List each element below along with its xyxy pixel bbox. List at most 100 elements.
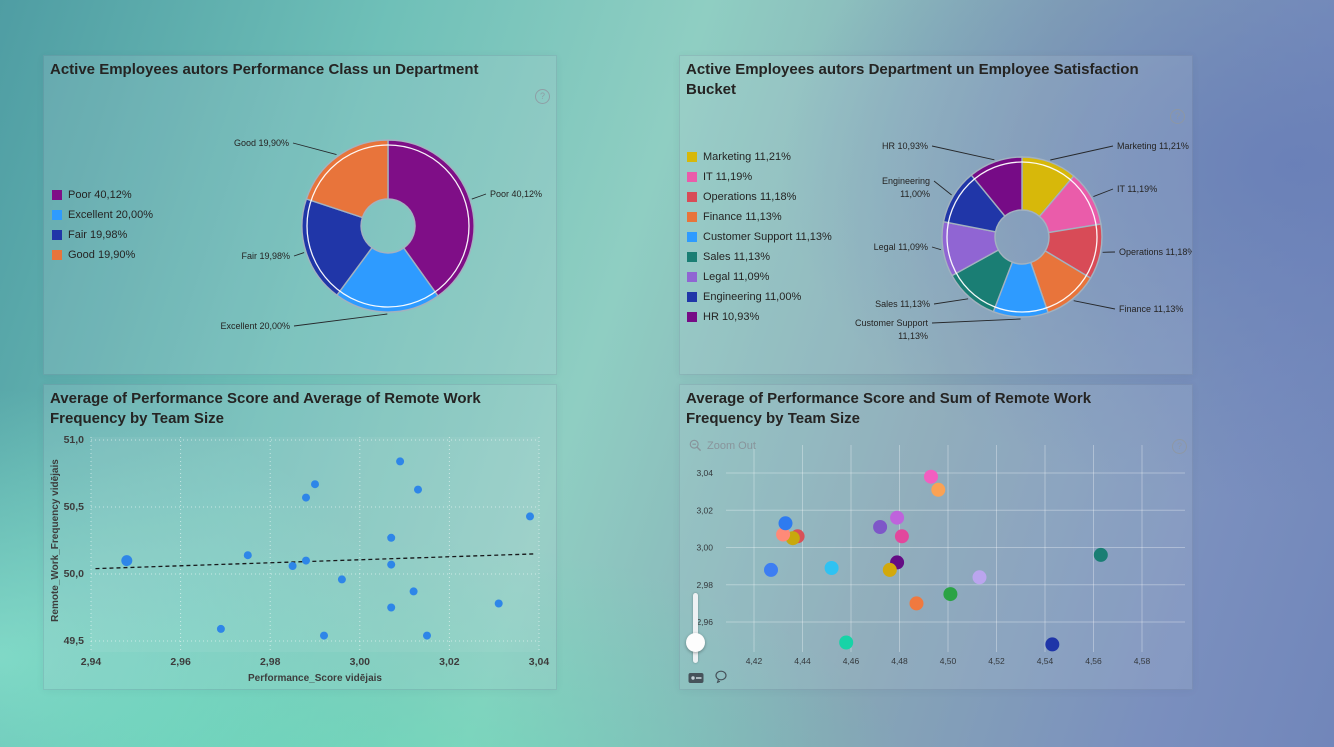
x-tick-label: 3,00: [350, 656, 371, 668]
legend-item[interactable]: Fair 19,98%: [52, 225, 153, 245]
scatter-point[interactable]: [1093, 547, 1108, 562]
scatter-point[interactable]: [414, 485, 422, 494]
scatter-point[interactable]: [839, 635, 854, 650]
legend-swatch: [52, 190, 62, 200]
callout-line: [1050, 145, 1114, 161]
scatter-point[interactable]: [1045, 637, 1060, 652]
legend-label: Sales 11,13%: [703, 251, 771, 263]
legend-item[interactable]: Finance 11,13%: [687, 207, 832, 227]
scatter-point[interactable]: [890, 510, 905, 525]
scatter-point[interactable]: [972, 570, 987, 585]
legend-item[interactable]: Sales 11,13%: [687, 247, 832, 267]
scatter-point[interactable]: [387, 603, 396, 612]
slice-label: HR 10,93%: [882, 141, 928, 151]
visual-scatter-sum[interactable]: Average of Performance Score and Sum of …: [680, 385, 1192, 689]
legend-item[interactable]: Engineering 11,00%: [687, 287, 832, 307]
scatter-point[interactable]: [494, 599, 503, 608]
legend-label: Excellent 20,00%: [68, 209, 153, 221]
y-axis-zoom-slider-handle[interactable]: [686, 633, 705, 652]
x-tick-label: 4,44: [794, 656, 811, 666]
x-tick-label: 4,56: [1085, 656, 1102, 666]
legend-item[interactable]: Poor 40,12%: [52, 185, 153, 205]
visual-donut-department[interactable]: Active Employees autors Department un Em…: [680, 56, 1192, 374]
scatter-point[interactable]: [302, 556, 310, 565]
y-tick-label: 49,5: [64, 635, 85, 647]
scatter-point[interactable]: [824, 561, 839, 575]
donut-slice-good[interactable]: [305, 139, 389, 219]
scatter-chart[interactable]: 4,42 4,44 4,46 4,48 4,50 4,52 4,54 4,56 4,58 3,04…: [680, 385, 1192, 689]
scatter-point[interactable]: [311, 480, 319, 489]
x-tick-label: 2,94: [81, 656, 102, 668]
visual-scatter-average[interactable]: Average of Performance Score and Average…: [44, 385, 556, 689]
scatter-point[interactable]: [909, 596, 924, 611]
legend-label: Operations 11,18%: [703, 191, 797, 203]
scatter-point[interactable]: [873, 520, 888, 534]
donut-slice-excellent[interactable]: [335, 246, 439, 313]
y-axis-zoom-slider-track[interactable]: [693, 593, 698, 663]
donut-slice-poor[interactable]: [387, 139, 475, 297]
legend-swatch: [52, 250, 62, 260]
lasso-select-icon[interactable]: [714, 670, 728, 685]
scatter-point[interactable]: [288, 562, 297, 570]
zoom-slider-toggle-icon[interactable]: [688, 672, 704, 684]
scatter-point[interactable]: [776, 527, 791, 542]
legend-swatch: [687, 272, 697, 282]
slice-label: Poor 40,12%: [490, 189, 542, 199]
slice-label: Finance 11,13%: [1119, 304, 1183, 314]
legend: Poor 40,12% Excellent 20,00% Fair 19,98% Go…: [52, 185, 153, 265]
x-tick-label: 2,96: [170, 656, 191, 668]
scatter-point[interactable]: [320, 631, 328, 640]
trend-line: [95, 553, 535, 570]
scatter-point[interactable]: [216, 624, 225, 633]
zoom-out-button[interactable]: Zoom Out: [689, 439, 756, 452]
visual-donut-performance-class[interactable]: Active Employees autors Performance Clas…: [44, 56, 556, 374]
scatter-point[interactable]: [387, 533, 396, 542]
legend-item[interactable]: Operations 11,18%: [687, 187, 832, 207]
scatter-point[interactable]: [764, 562, 778, 577]
scatter-point[interactable]: [409, 587, 418, 596]
legend-label: Engineering 11,00%: [703, 291, 802, 303]
slice-label: Excellent 20,00%: [220, 321, 290, 331]
scatter-point[interactable]: [526, 512, 534, 521]
legend-item[interactable]: Excellent 20,00%: [52, 205, 153, 225]
legend-item[interactable]: Good 19,90%: [52, 245, 153, 265]
scatter-point[interactable]: [302, 493, 310, 502]
legend-label: Fair 19,98%: [68, 229, 128, 241]
callout-line: [933, 298, 969, 305]
x-tick-label: 4,52: [988, 656, 1005, 666]
legend-item[interactable]: IT 11,19%: [687, 167, 832, 187]
scatter-point[interactable]: [387, 560, 396, 569]
donut-slice-fair[interactable]: [301, 198, 373, 297]
scatter-point[interactable]: [882, 562, 897, 577]
scatter-point[interactable]: [243, 551, 252, 560]
callout-line: [931, 318, 1021, 324]
scatter-chart[interactable]: 2,94 2,96 2,98 3,00 3,02 3,04 51,0 50,5 50,0 49,5…: [44, 385, 556, 689]
donut-chart[interactable]: Poor 40,12% Excellent 20,00% Fair 19,98% Go…: [44, 56, 556, 374]
scatter-point[interactable]: [943, 587, 958, 602]
y-tick-label: 2,98: [696, 580, 713, 590]
donut-chart[interactable]: Marketing 11,21% IT 11,19% Operations 11,1…: [680, 56, 1192, 374]
scatter-point[interactable]: [931, 482, 946, 497]
legend-item[interactable]: Legal 11,09%: [687, 267, 832, 287]
legend-item[interactable]: Marketing 11,21%: [687, 147, 832, 167]
scatter-point[interactable]: [121, 555, 133, 567]
legend-swatch: [687, 192, 697, 202]
help-icon[interactable]: ?: [1172, 439, 1187, 454]
scatter-point[interactable]: [894, 529, 909, 544]
scatter-point[interactable]: [423, 631, 431, 640]
legend: Marketing 11,21% IT 11,19% Operations 11,1…: [687, 147, 832, 327]
legend-item[interactable]: HR 10,93%: [687, 307, 832, 327]
legend-label: IT 11,19%: [703, 171, 753, 183]
legend-swatch: [687, 252, 697, 262]
legend-item[interactable]: Customer Support 11,13%: [687, 227, 832, 247]
scatter-point[interactable]: [924, 469, 938, 484]
scatter-point[interactable]: [778, 516, 793, 531]
x-tick-label: 2,98: [260, 656, 281, 668]
scatter-point[interactable]: [337, 575, 346, 584]
visual-title: Average of Performance Score and Sum of …: [686, 390, 1092, 427]
legend-label: HR 10,93%: [703, 311, 760, 323]
callout-line: [931, 246, 942, 251]
scatter-point[interactable]: [396, 457, 405, 466]
help-icon[interactable]: ?: [535, 89, 550, 104]
help-icon[interactable]: ?: [1170, 109, 1185, 124]
